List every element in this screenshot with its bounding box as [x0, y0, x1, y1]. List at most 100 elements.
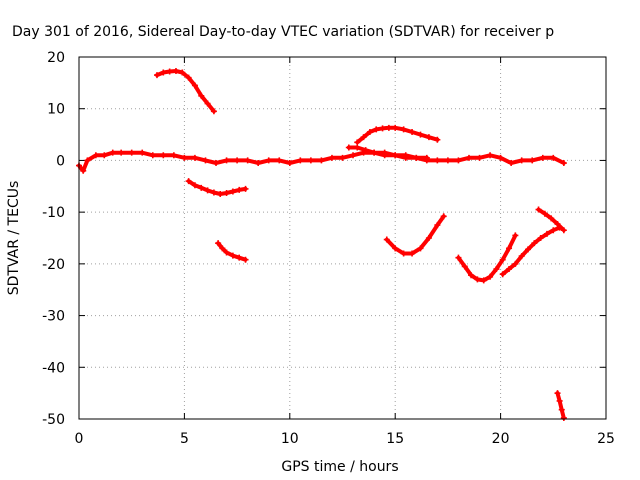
- data-point: [84, 157, 91, 164]
- data-point: [191, 154, 198, 161]
- x-tick-label: 15: [386, 431, 404, 447]
- data-point: [525, 246, 532, 253]
- data-point: [409, 128, 416, 135]
- data-point: [558, 406, 565, 413]
- data-point: [560, 227, 567, 234]
- y-axis-ticks: 20 10 0 -10 -20 -30 -40 -50: [42, 50, 606, 428]
- data-point: [236, 186, 243, 193]
- data-point: [198, 92, 205, 99]
- x-tick-label: 0: [75, 431, 84, 447]
- data-point: [234, 157, 241, 164]
- data-point: [128, 149, 135, 156]
- data-point: [455, 157, 462, 164]
- data-point: [373, 126, 380, 133]
- data-point: [480, 277, 487, 284]
- data-point: [543, 230, 550, 237]
- data-point: [215, 240, 222, 247]
- data-point: [434, 222, 441, 229]
- data-point: [191, 182, 198, 189]
- data-point: [474, 276, 481, 283]
- y-axis-label: SDTVAR / TECUs: [6, 181, 22, 296]
- data-point: [210, 108, 217, 115]
- data-point: [385, 124, 392, 131]
- chart-title: Day 301 of 2016, Sidereal Day-to-day VTE…: [12, 24, 554, 40]
- data-point: [109, 149, 116, 156]
- data-point: [80, 167, 87, 174]
- data-point: [417, 131, 424, 138]
- data-point: [149, 152, 156, 159]
- data-point: [425, 235, 432, 241]
- y-tick-label: -30: [42, 309, 65, 325]
- data-point: [392, 152, 399, 159]
- series-line-arc-neg-48: [555, 391, 566, 420]
- y-tick-label: -10: [42, 205, 65, 221]
- data-point: [202, 157, 209, 164]
- data-point: [379, 125, 386, 132]
- y-tick-label: 10: [47, 102, 65, 118]
- data-point: [417, 245, 424, 252]
- data-point: [468, 272, 475, 279]
- data-point: [153, 72, 160, 79]
- data-point: [229, 252, 236, 259]
- data-point: [179, 69, 186, 76]
- data-point: [362, 147, 369, 154]
- data-point: [297, 157, 304, 164]
- data-point: [371, 149, 378, 156]
- series-line-arc-high-left: [155, 69, 216, 114]
- y-tick-label: 20: [47, 50, 65, 66]
- x-axis-label: GPS time / hours: [281, 459, 398, 475]
- data-point: [455, 254, 462, 261]
- data-point: [276, 157, 283, 164]
- data-point: [550, 227, 557, 234]
- data-point: [499, 256, 506, 263]
- data-point: [409, 250, 416, 257]
- data-point: [493, 266, 500, 273]
- data-point: [383, 236, 390, 243]
- data-point: [539, 154, 546, 161]
- y-tick-label: -40: [42, 360, 65, 376]
- data-point: [307, 157, 314, 164]
- data-point: [497, 154, 504, 161]
- data-point: [535, 206, 542, 213]
- data-point: [381, 149, 388, 156]
- plot-frame: [78, 56, 607, 420]
- data-point: [191, 82, 198, 89]
- data-point: [434, 136, 441, 143]
- series-line-arc-neg-19: [500, 225, 562, 277]
- data-point: [345, 144, 352, 151]
- data-point: [508, 160, 515, 167]
- data-point: [350, 152, 357, 159]
- data-point: [541, 210, 548, 217]
- data-point: [506, 266, 513, 273]
- data-point: [204, 187, 211, 194]
- data-point: [518, 253, 525, 260]
- data-point: [556, 397, 563, 404]
- data-point: [512, 260, 519, 267]
- data-point: [512, 232, 519, 239]
- data-point: [255, 160, 262, 167]
- grid-lines: [79, 57, 606, 419]
- y-tick-label: 0: [56, 153, 65, 169]
- data-point: [548, 215, 555, 222]
- x-tick-label: 5: [180, 431, 189, 447]
- data-point: [360, 134, 367, 141]
- data-point: [465, 154, 472, 161]
- data-point: [318, 157, 325, 164]
- x-axis-ticks: 0 5 10 15 20 25: [75, 57, 615, 447]
- data-point: [204, 100, 211, 107]
- data-point: [400, 250, 407, 257]
- data-point: [560, 160, 567, 167]
- data-point: [440, 213, 447, 220]
- data-series: [76, 67, 567, 421]
- data-point: [425, 134, 432, 141]
- data-point: [392, 245, 399, 252]
- data-point: [487, 152, 494, 159]
- data-point: [223, 157, 230, 164]
- data-point: [223, 249, 230, 256]
- data-point: [166, 68, 173, 75]
- data-point: [537, 235, 544, 241]
- data-point: [461, 263, 468, 270]
- x-tick-label: 25: [597, 431, 615, 447]
- data-point: [531, 240, 538, 247]
- data-point: [434, 157, 441, 164]
